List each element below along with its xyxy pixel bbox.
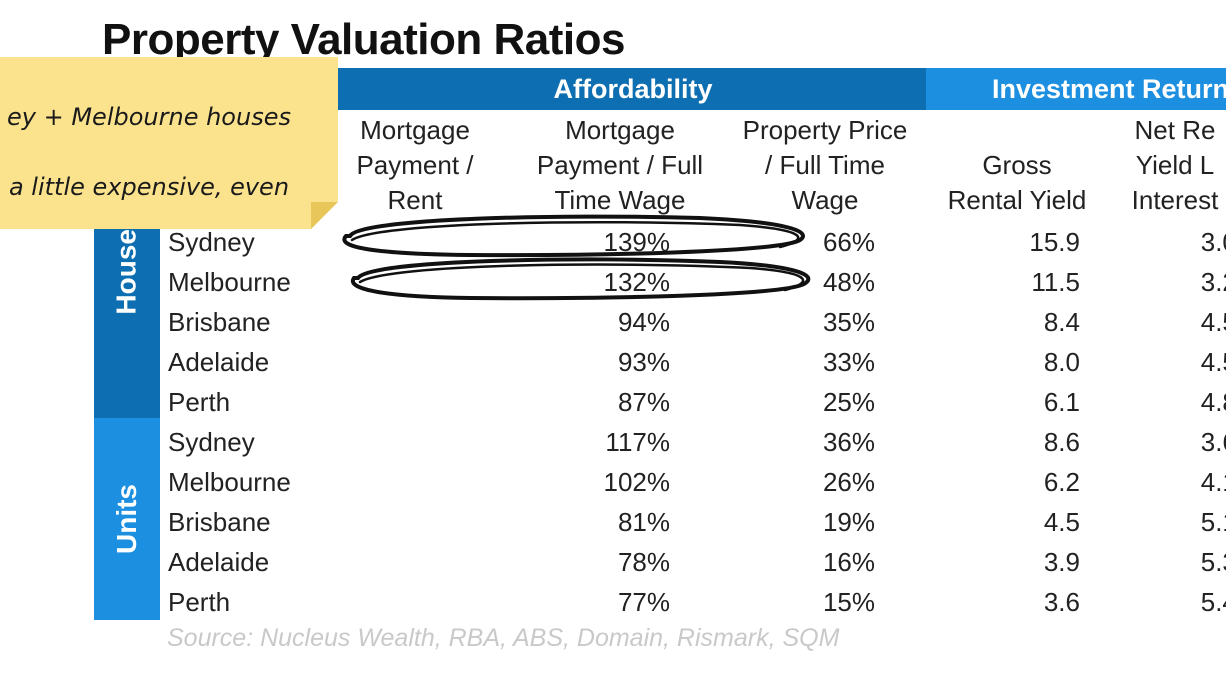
table-row: Sydney 117% 36% 8.6 3.6% — [160, 421, 1226, 461]
group-label-units: Units — [94, 418, 160, 620]
gross-yield-cell: 3.6% — [1200, 427, 1226, 457]
col-header-mortgage-wage: Mortgage Payment / Full Time Wage — [520, 114, 720, 218]
price-wage-cell: 8.6 — [1043, 427, 1080, 457]
sticky-note-text: ey + Melbourne houses a little expensive… — [0, 65, 314, 229]
page-title: Property Valuation Ratios — [102, 15, 625, 60]
mortgage-rent-cell: 78% — [617, 547, 670, 577]
table-row: Brisbane 81% 19% 4.5 5.1% — [160, 501, 1226, 541]
col-header-mortgage-rent: Mortgage Payment / Rent — [330, 114, 500, 218]
table-row: Adelaide 93% 33% 8.0 4.5% — [160, 341, 1226, 381]
mortgage-wage-cell: 25% — [822, 387, 875, 417]
mortgage-rent-cell: 132% — [603, 267, 671, 297]
gross-yield-cell: 5.4% — [1200, 587, 1226, 617]
city-cell: Adelaide — [168, 347, 270, 377]
table-row: Melbourne 132% 48% 11.5 3.2% — [160, 261, 1226, 301]
col-header-line: Payment / Full — [536, 150, 704, 180]
city-cell: Sydney — [168, 427, 255, 457]
sticky-note: ey + Melbourne houses a little expensive… — [0, 57, 338, 229]
col-header-price-wage: Property Price / Full Time Wage — [725, 114, 925, 218]
col-header-line: Mortgage — [360, 115, 470, 145]
col-header-line: Yield L — [1135, 150, 1215, 180]
mortgage-rent-cell: 117% — [605, 427, 670, 457]
note-line: ey + Melbourne houses — [7, 103, 291, 131]
gross-yield-cell: 4.8% — [1200, 387, 1226, 417]
mortgage-wage-cell: 26% — [822, 467, 875, 497]
mortgage-rent-cell: 87% — [617, 387, 670, 417]
city-cell: Brisbane — [168, 307, 271, 337]
price-wage-cell: 8.0 — [1043, 347, 1080, 377]
mortgage-wage-cell: 15% — [822, 587, 875, 617]
price-wage-cell: 4.5 — [1043, 507, 1080, 537]
table-row: Perth 87% 25% 6.1 4.8% — [160, 381, 1226, 421]
col-header-gross-yield: Gross Rental Yield — [932, 114, 1102, 218]
price-wage-cell: 3.6 — [1043, 587, 1080, 617]
col-header-net-yield: Net Re Yield L Interest — [1124, 114, 1226, 218]
mortgage-rent-cell: 139% — [603, 227, 671, 257]
col-header-line: Wage — [791, 185, 859, 215]
table-row: Perth 77% 15% 3.6 5.4% — [160, 581, 1226, 621]
price-wage-cell: 8.4 — [1043, 307, 1080, 337]
table-row: Brisbane 94% 35% 8.4 4.5% — [160, 301, 1226, 341]
col-header-line: Mortgage — [565, 115, 675, 145]
mortgage-wage-cell: 35% — [822, 307, 875, 337]
col-header-line: Rent — [387, 185, 443, 215]
table-row: Melbourne 102% 26% 6.2 4.1% — [160, 461, 1226, 501]
mortgage-rent-cell: 81% — [617, 507, 670, 537]
col-header-line: Property Price — [742, 115, 908, 145]
gross-yield-cell: 5.3% — [1200, 547, 1226, 577]
investment-return-header: Investment Return — [926, 68, 1226, 110]
table-row: Adelaide 78% 16% 3.9 5.3% — [160, 541, 1226, 581]
mortgage-wage-cell: 33% — [822, 347, 875, 377]
affordability-header: Affordability — [330, 68, 926, 110]
gross-yield-cell: 4.1% — [1200, 467, 1226, 497]
city-cell: Melbourne — [168, 467, 291, 497]
city-cell: Perth — [168, 587, 231, 617]
mortgage-wage-cell: 19% — [822, 507, 875, 537]
mortgage-rent-cell: 93% — [617, 347, 670, 377]
mortgage-rent-cell: 102% — [603, 467, 671, 497]
gross-yield-cell: 4.5% — [1200, 307, 1226, 337]
city-cell: Sydney — [168, 227, 255, 257]
gross-yield-cell: 3.0% — [1200, 227, 1226, 257]
price-wage-cell: 6.2 — [1043, 467, 1080, 497]
city-cell: Perth — [168, 387, 231, 417]
price-wage-cell: 6.1 — [1043, 387, 1080, 417]
col-header-line: Gross — [982, 150, 1052, 180]
note-line: a little expensive, even — [8, 173, 290, 201]
mortgage-wage-cell: 66% — [822, 227, 875, 257]
city-cell: Brisbane — [168, 507, 271, 537]
col-header-line: Net Re — [1134, 115, 1216, 145]
table-row: Sydney 139% 66% 15.9 3.0% — [160, 221, 1226, 261]
mortgage-rent-cell: 77% — [617, 587, 670, 617]
price-wage-cell: 11.5 — [1031, 267, 1080, 297]
mortgage-wage-cell: 16% — [822, 547, 875, 577]
col-header-line: Time Wage — [554, 185, 686, 215]
col-header-line: Rental Yield — [947, 185, 1087, 215]
col-header-line: / Full Time — [765, 150, 885, 180]
mortgage-wage-cell: 48% — [822, 267, 875, 297]
mortgage-rent-cell: 94% — [617, 307, 670, 337]
gross-yield-cell: 3.2% — [1200, 267, 1226, 297]
group-label-text: Units — [111, 484, 142, 554]
gross-yield-cell: 5.1% — [1200, 507, 1226, 537]
mortgage-wage-cell: 36% — [822, 427, 875, 457]
city-cell: Melbourne — [168, 267, 291, 297]
col-header-line: Payment / — [356, 150, 474, 180]
gross-yield-cell: 4.5% — [1200, 347, 1226, 377]
price-wage-cell: 15.9 — [1029, 227, 1080, 257]
price-wage-cell: 3.9 — [1043, 547, 1080, 577]
city-cell: Adelaide — [168, 547, 270, 577]
col-header-line: Interest — [1131, 185, 1219, 215]
source-caption: Source: Nucleus Wealth, RBA, ABS, Domain… — [167, 624, 840, 652]
